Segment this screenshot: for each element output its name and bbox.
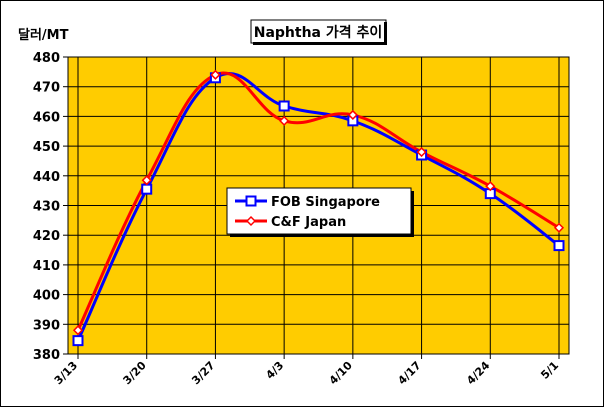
chart-title: Naphtha 가격 추이 <box>254 24 383 41</box>
data-point-fob-singapore <box>278 100 290 112</box>
y-tick-label: 440 <box>33 170 60 185</box>
legend: FOB Singapore C&F Japan <box>226 187 414 237</box>
data-point-cf-japan <box>485 181 496 192</box>
y-tick-label: 480 <box>33 51 60 66</box>
y-axis-ticks: 380 390 400 410 420 430 440 450 460 470 480 <box>33 51 68 363</box>
legend-marker-square <box>245 195 257 207</box>
chart-title-box: Naphtha 가격 추이 <box>250 19 387 45</box>
y-tick-label: 380 <box>33 348 60 363</box>
y-tick-label: 390 <box>33 318 60 333</box>
y-tick-label: 430 <box>33 200 60 215</box>
data-point-cf-japan <box>347 109 358 120</box>
data-point-fob-singapore <box>72 335 84 347</box>
data-point-cf-japan <box>279 115 290 126</box>
data-point-cf-japan <box>416 146 427 158</box>
y-tick-label: 410 <box>33 259 60 274</box>
data-point-cf-japan <box>141 175 152 186</box>
data-point-cf-japan <box>210 69 221 80</box>
y-tick-label: 420 <box>33 229 60 244</box>
y-tick-label: 470 <box>33 81 60 96</box>
legend-marker-diamond <box>245 215 257 227</box>
y-axis-label: 달러/MT <box>18 27 69 43</box>
data-point-fob-singapore <box>141 183 153 195</box>
grid-lines <box>68 57 569 354</box>
legend-box <box>226 187 412 235</box>
legend-label-fob-singapore: FOB Singapore <box>271 195 380 210</box>
y-tick-label: 460 <box>33 110 60 125</box>
y-tick-label: 400 <box>33 289 60 304</box>
data-point-fob-singapore <box>553 240 565 252</box>
data-point-cf-japan <box>553 222 565 233</box>
legend-label-cf-japan: C&F Japan <box>271 215 346 230</box>
y-tick-label: 450 <box>33 140 60 155</box>
series-markers <box>72 69 565 347</box>
data-point-cf-japan <box>72 325 84 336</box>
